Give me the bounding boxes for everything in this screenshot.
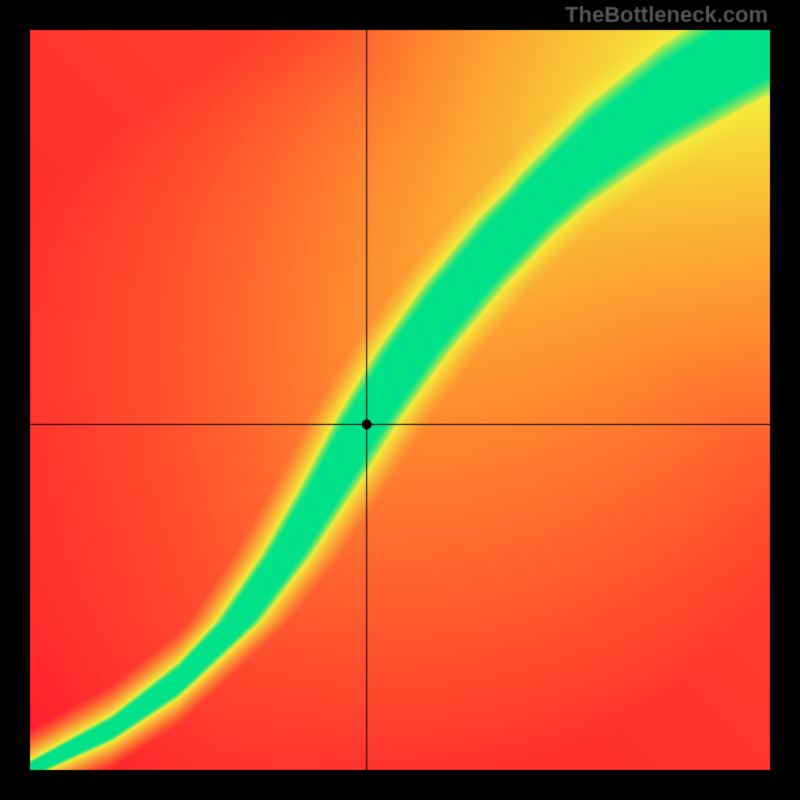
bottleneck-heatmap (0, 0, 800, 800)
